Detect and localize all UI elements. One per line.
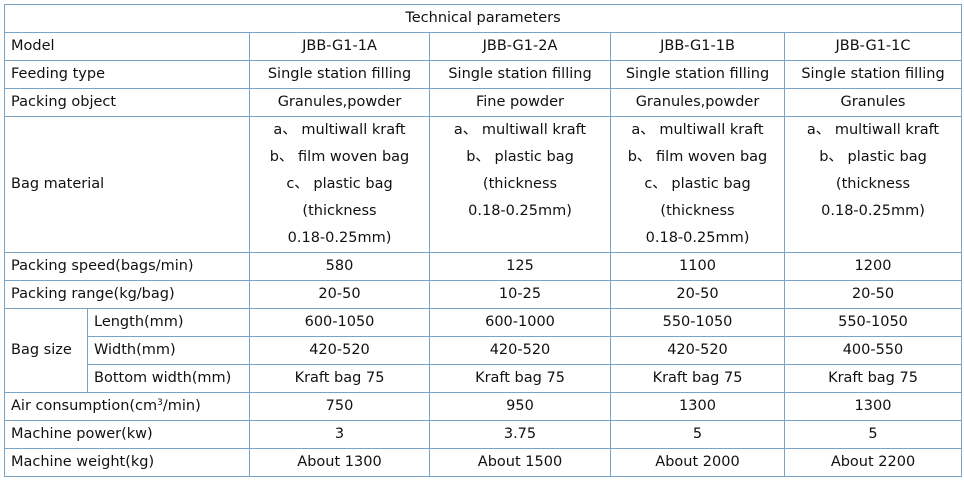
row-label: Packing speed(bags/min) (4, 252, 250, 281)
table-cell: 5 (783, 420, 963, 449)
table-cell: 550-1050 (783, 308, 963, 337)
table-cell: 600-1000 (429, 308, 611, 337)
bag-material-line (791, 225, 955, 252)
bag-material-line (436, 225, 604, 252)
model-name: JBB-G1-2A (429, 32, 611, 61)
table-cell: 1100 (610, 252, 785, 281)
table-cell: 420-520 (429, 336, 611, 365)
table-cell: 1300 (610, 392, 785, 421)
bag-material-line: b、 film woven bag (627, 149, 768, 165)
row-label: Packing object (4, 88, 250, 117)
table-cell: Single station filling (783, 60, 963, 89)
bag-material-line: 0.18-0.25mm) (821, 203, 925, 219)
table-row-bag-length: Bag size Length(mm) 600-1050 600-1000 55… (4, 308, 963, 393)
table-cell: Single station filling (429, 60, 611, 89)
table-cell: About 2000 (610, 448, 785, 477)
bag-material-cell: a、 multiwall kraft b、 film woven bag c、 … (610, 116, 785, 253)
table-cell: Granules,powder (610, 88, 785, 117)
table-cell: 1300 (783, 392, 963, 421)
table-cell: 10-25 (429, 280, 611, 309)
bag-material-line: (thickness (835, 176, 911, 192)
table-cell: Fine powder (429, 88, 611, 117)
table-row-bag-material: Bag material a、 multiwall kraft b、 film … (4, 116, 963, 253)
row-label: Length(mm) (87, 308, 250, 337)
table-row-bag-bottom-width: Bottom width(mm) Kraft bag 75 Kraft bag … (5, 364, 963, 393)
label-text: /min) (162, 398, 201, 414)
table-cell: 20-50 (249, 280, 430, 309)
row-label: Machine weight(kg) (4, 448, 250, 477)
table-cell: Kraft bag 75 (249, 364, 430, 393)
bag-material-line: (thickness (482, 176, 558, 192)
bag-material-line: c、 plastic bag (644, 176, 751, 192)
table-cell: 3.75 (429, 420, 611, 449)
row-label: Bag material (4, 116, 250, 253)
table-cell: Kraft bag 75 (783, 364, 963, 393)
model-name: JBB-G1-1B (610, 32, 785, 61)
table-cell: 20-50 (610, 280, 785, 309)
table-cell: About 1500 (429, 448, 611, 477)
row-label: Air consumption(cm3/min) (4, 392, 250, 421)
bag-material-cell: a、 multiwall kraft b、 film woven bag c、 … (249, 116, 430, 253)
table-row-model: Model JBB-G1-1A JBB-G1-2A JBB-G1-1B JBB-… (4, 32, 963, 61)
row-label: Packing range(kg/bag) (4, 280, 250, 309)
table-cell: 20-50 (783, 280, 963, 309)
bag-material-line: 0.18-0.25mm) (645, 230, 750, 246)
bag-material-line: b、 plastic bag (466, 149, 574, 165)
table-cell: Single station filling (610, 60, 785, 89)
bag-material-line: (thickness (302, 203, 377, 219)
table-cell: 420-520 (249, 336, 430, 365)
row-label: Width(mm) (87, 336, 250, 365)
table-row-machine-weight: Machine weight(kg) About 1300 About 1500… (4, 448, 963, 477)
bag-material-line: a、 multiwall kraft (806, 122, 940, 138)
table-row-packing-range: Packing range(kg/bag) 20-50 10-25 20-50 … (4, 280, 963, 309)
bag-material-line: c、 plastic bag (286, 176, 393, 192)
table-cell: 1200 (783, 252, 963, 281)
bag-material-line: a、 multiwall kraft (453, 122, 587, 138)
table-cell: 3 (249, 420, 430, 449)
table-cell: 5 (610, 420, 785, 449)
table-cell: Granules,powder (249, 88, 430, 117)
table-cell: 125 (429, 252, 611, 281)
row-label: Machine power(kw) (4, 420, 250, 449)
table-row-packing-object: Packing object Granules,powder Fine powd… (4, 88, 963, 117)
table-cell: About 2200 (783, 448, 963, 477)
table-cell: About 1300 (249, 448, 430, 477)
table-cell: 580 (249, 252, 430, 281)
table-cell: 400-550 (783, 336, 963, 365)
row-label: Model (4, 32, 250, 61)
table-cell: 600-1050 (249, 308, 430, 337)
model-name: JBB-G1-1C (783, 32, 963, 61)
bag-material-line: 0.18-0.25mm) (287, 230, 392, 246)
bag-material-line: (thickness (660, 203, 735, 219)
table-row-feeding-type: Feeding type Single station filling Sing… (4, 60, 963, 89)
table-row-machine-power: Machine power(kw) 3 3.75 5 5 (4, 420, 963, 449)
bag-material-cell: a、 multiwall kraft b、 plastic bag (thick… (429, 116, 611, 253)
model-name: JBB-G1-1A (249, 32, 430, 61)
label-text: Air consumption(cm (11, 398, 158, 414)
table-row-air-consumption: Air consumption(cm3/min) 750 950 1300 13… (4, 392, 963, 421)
table-cell: Kraft bag 75 (610, 364, 785, 393)
bag-material-line: 0.18-0.25mm) (468, 203, 572, 219)
superscript: 3 (157, 398, 163, 408)
table-cell: Granules (783, 88, 963, 117)
bag-material-line: b、 plastic bag (819, 149, 927, 165)
table-title: Technical parameters (3, 4, 963, 33)
table-cell: 750 (249, 392, 430, 421)
bag-material-line: a、 multiwall kraft (273, 122, 406, 138)
table-cell: 950 (429, 392, 611, 421)
row-label: Bottom width(mm) (87, 364, 250, 393)
table-cell: 420-520 (610, 336, 785, 365)
table-cell: Single station filling (249, 60, 430, 89)
table-cell: Kraft bag 75 (429, 364, 611, 393)
row-group-label: Bag size (4, 308, 88, 393)
table-row-bag-width: Width(mm) 420-520 420-520 420-520 400-55… (5, 336, 963, 365)
table-cell: 550-1050 (610, 308, 785, 337)
title-row: Technical parameters (3, 4, 963, 33)
technical-parameters-table: Technical parameters Model JBB-G1-1A JBB… (3, 4, 963, 477)
table-row-packing-speed: Packing speed(bags/min) 580 125 1100 120… (4, 252, 963, 281)
bag-material-line: a、 multiwall kraft (631, 122, 764, 138)
row-label: Feeding type (4, 60, 250, 89)
bag-material-cell: a、 multiwall kraft b、 plastic bag (thick… (783, 116, 963, 253)
bag-material-line: b、 film woven bag (269, 149, 410, 165)
